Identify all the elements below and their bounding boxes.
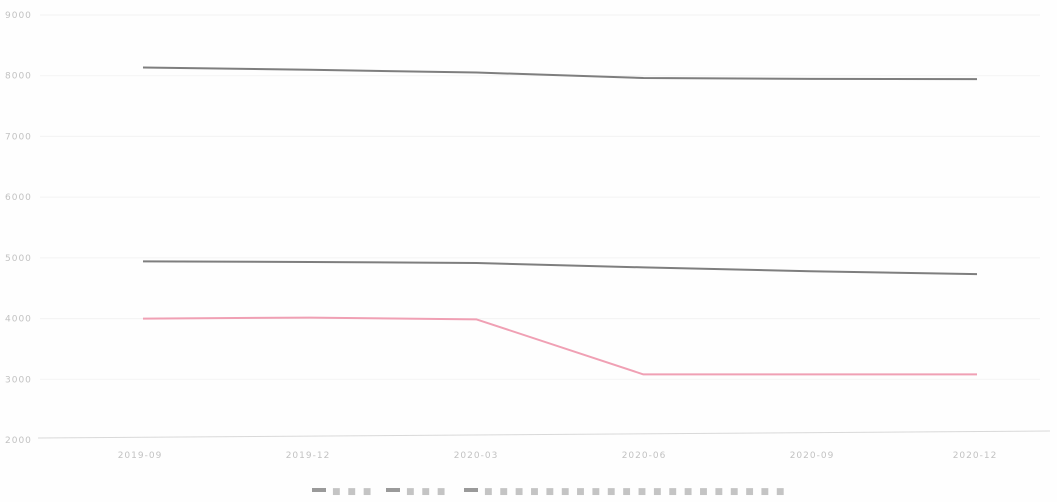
x-tick-label: 2019-12 (286, 451, 331, 461)
series-line-3 (142, 316, 977, 376)
x-tick-label: 2020-12 (953, 451, 998, 461)
legend-label: ■ ■ ■ (406, 487, 447, 497)
x-tick-label: 2020-06 (622, 451, 667, 461)
y-tick-label: 8000 (5, 72, 32, 82)
legend-label: ■ ■ ■ ■ ■ ■ ■ ■ ■ ■ ■ ■ ■ ■ ■ ■ ■ ■ ■ ■ (484, 487, 786, 497)
legend-swatch (386, 488, 400, 492)
legend-swatch (464, 488, 478, 492)
grid-lines (40, 14, 1040, 380)
y-tick-label: 5000 (5, 254, 32, 264)
legend-label: ■ ■ ■ (332, 487, 373, 497)
x-tick-label: 2020-03 (454, 451, 499, 461)
axes: 9000 8000 7000 6000 5000 4000 3000 2000 2019-09 2… (5, 11, 1051, 461)
y-tick-label: 9000 (5, 11, 32, 21)
series-line-1 (142, 66, 978, 81)
legend: ■ ■ ■ ■ ■ ■ ■ ■ ■ ■ ■ ■ ■ ■ ■ ■ ■ ■ ■ ■ ■ … (312, 487, 786, 497)
x-axis-line (37, 430, 1051, 439)
series-line-2 (142, 260, 978, 276)
legend-swatch (312, 488, 326, 492)
y-tick-label: 7000 (5, 132, 32, 142)
y-tick-label: 3000 (5, 375, 32, 385)
series-lines (142, 66, 978, 376)
y-tick-label: 2000 (5, 436, 32, 446)
x-tick-label: 2019-09 (118, 451, 163, 461)
x-tick-label: 2020-09 (790, 451, 835, 461)
y-tick-label: 6000 (5, 193, 32, 203)
y-tick-label: 4000 (5, 315, 32, 325)
